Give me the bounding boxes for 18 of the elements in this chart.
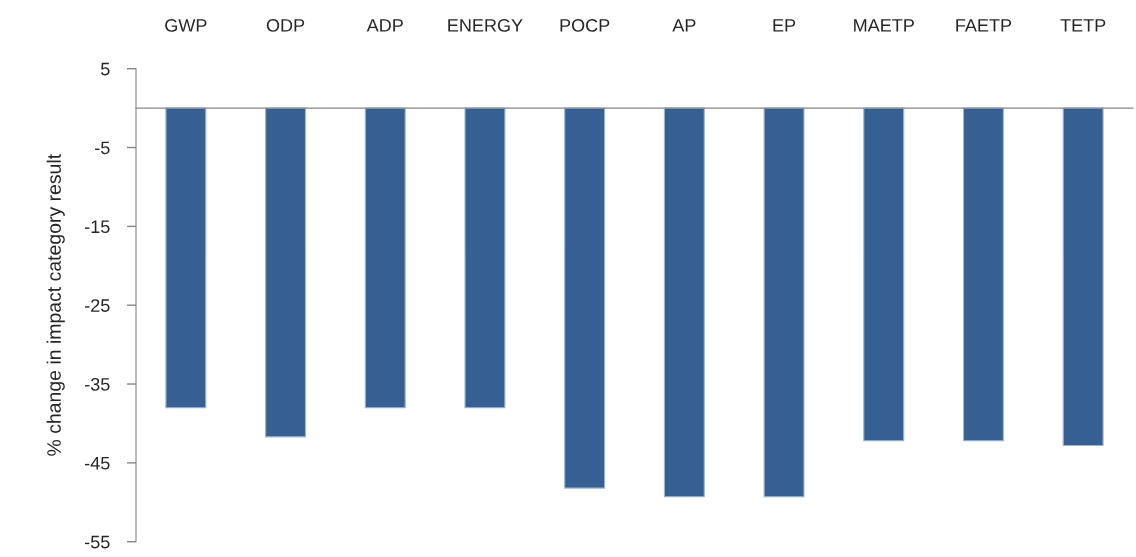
y-tick-label: 5 bbox=[100, 62, 110, 76]
x-tick-label: ENERGY bbox=[448, 19, 523, 32]
y-tick-label: -15 bbox=[85, 220, 110, 234]
y-axis-title: % change in impact category result bbox=[46, 154, 65, 456]
x-tick-label: POCP bbox=[560, 19, 610, 32]
x-tick-label: EP bbox=[773, 19, 796, 32]
y-tick-label: -5 bbox=[95, 141, 110, 155]
y-tick-label: -55 bbox=[85, 535, 110, 549]
x-tick-label: AP bbox=[672, 19, 696, 32]
x-tick-label: FAETP bbox=[956, 19, 1012, 32]
x-tick-label: MAETP bbox=[854, 19, 914, 32]
x-tick-label: ODP bbox=[266, 19, 305, 32]
y-tick-label: -25 bbox=[85, 299, 110, 312]
x-tick-label: TETP bbox=[1060, 19, 1106, 32]
x-tick-label: GWP bbox=[165, 19, 207, 32]
y-tick-label: -45 bbox=[85, 456, 110, 470]
x-tick-label: ADP bbox=[366, 19, 403, 32]
y-tick-label: -35 bbox=[85, 377, 110, 391]
